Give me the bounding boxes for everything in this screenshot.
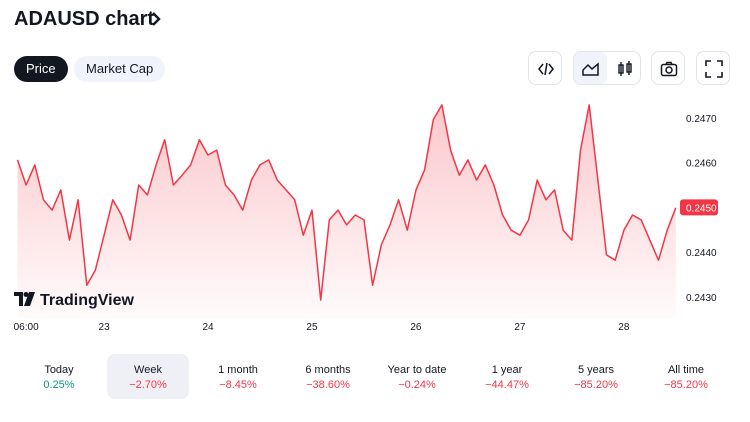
period-change: −44.47% [485,379,529,391]
period-change: −38.60% [306,379,350,391]
period-label: Year to date [387,364,447,376]
area-fill [17,104,676,319]
period[interactable]: 6 months −38.60% [287,354,369,399]
period-label: 6 months [305,364,351,376]
period-change: 0.25% [43,379,75,391]
x-tick-label: 24 [202,322,214,333]
area-style-button[interactable] [574,52,607,84]
period[interactable]: 1 year −44.47% [466,354,548,399]
embed-button[interactable] [528,51,562,85]
fullscreen-button[interactable] [696,51,730,85]
period[interactable]: 1 month −8.45% [197,354,279,399]
period-change: −0.24% [398,379,436,391]
period-change: −8.45% [219,379,257,391]
period-label: All time [667,364,705,376]
tab[interactable]: Market Cap [74,56,166,82]
x-tick-label: 23 [99,322,111,333]
period[interactable]: Year to date −0.24% [376,354,458,399]
y-tick-label: 0.2440 [686,248,717,259]
title[interactable]: ADAUSD chart [14,8,155,30]
x-tick-label: 28 [618,322,630,333]
period[interactable]: Today 0.25% [18,354,100,399]
x-tick-label: 06:00 [14,322,39,333]
watermark: TradingView [14,292,134,310]
x-tick-label: 25 [306,322,318,333]
price-label: 0.2450 [686,203,717,214]
tab[interactable]: Price [14,56,68,82]
chart-style-group [573,51,641,85]
period-change: −85.20% [664,379,708,391]
period[interactable]: All time −85.20% [645,354,727,399]
period-change: −85.20% [574,379,618,391]
period[interactable]: 5 years −85.20% [555,354,637,399]
x-tick-label: 26 [410,322,422,333]
chart: 0.2470 0.2460 0.2450 0.2440 0.2430 06:00 23 24 2… [14,104,718,333]
period-label: 1 month [218,364,258,376]
candle-style-button[interactable] [608,52,641,84]
price-line [16,104,677,301]
y-tick-label: 0.2470 [686,114,717,125]
snapshot-button[interactable] [651,51,685,85]
period-label: Week [134,364,162,376]
period-change: −2.70% [129,379,167,391]
watermark-text: TradingView [40,292,134,309]
period-label: 1 year [491,364,523,376]
price-label-box [680,199,718,216]
period[interactable]: Week −2.70% [107,354,189,399]
period-label: 5 years [577,364,615,376]
y-tick-label: 0.2430 [686,293,717,304]
chevron-icon[interactable] [150,11,162,27]
y-tick-label: 0.2460 [686,159,717,170]
logo [14,292,35,306]
period-label: Today [44,364,74,376]
x-tick-label: 27 [514,322,526,333]
